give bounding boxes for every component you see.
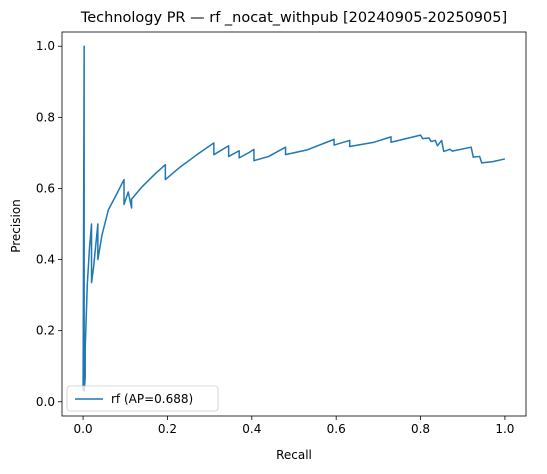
x-axis-label: Recall bbox=[276, 448, 312, 462]
series-line bbox=[82, 45, 506, 392]
x-tick-label: 0.0 bbox=[74, 422, 93, 436]
y-tick-label: 0.6 bbox=[36, 181, 55, 195]
y-axis-label: Precision bbox=[9, 199, 23, 253]
legend-label: rf (AP=0.688) bbox=[111, 392, 193, 406]
y-tick-label: 1.0 bbox=[36, 39, 55, 53]
plot-area: 0.0 0.2 0.4 0.6 0.8 1.0 0.0 0.2 0.4 0.6 0.8 1.0 rf (… bbox=[36, 31, 527, 436]
x-tick-label: 0.4 bbox=[242, 422, 261, 436]
y-tick-label: 0.4 bbox=[36, 253, 55, 267]
y-tick-label: 0.8 bbox=[36, 110, 55, 124]
axes-frame bbox=[61, 31, 527, 417]
y-tick-label: 0.2 bbox=[36, 324, 55, 338]
x-tick-label: 0.2 bbox=[158, 422, 177, 436]
x-tick-label: 0.8 bbox=[411, 422, 430, 436]
x-tick-label: 1.0 bbox=[495, 422, 514, 436]
y-tick-label: 0.0 bbox=[36, 395, 55, 409]
legend-box bbox=[66, 385, 219, 412]
x-tick-label: 0.6 bbox=[327, 422, 346, 436]
chart-title: Technology PR — rf _nocat_withpub [20240… bbox=[80, 10, 507, 26]
